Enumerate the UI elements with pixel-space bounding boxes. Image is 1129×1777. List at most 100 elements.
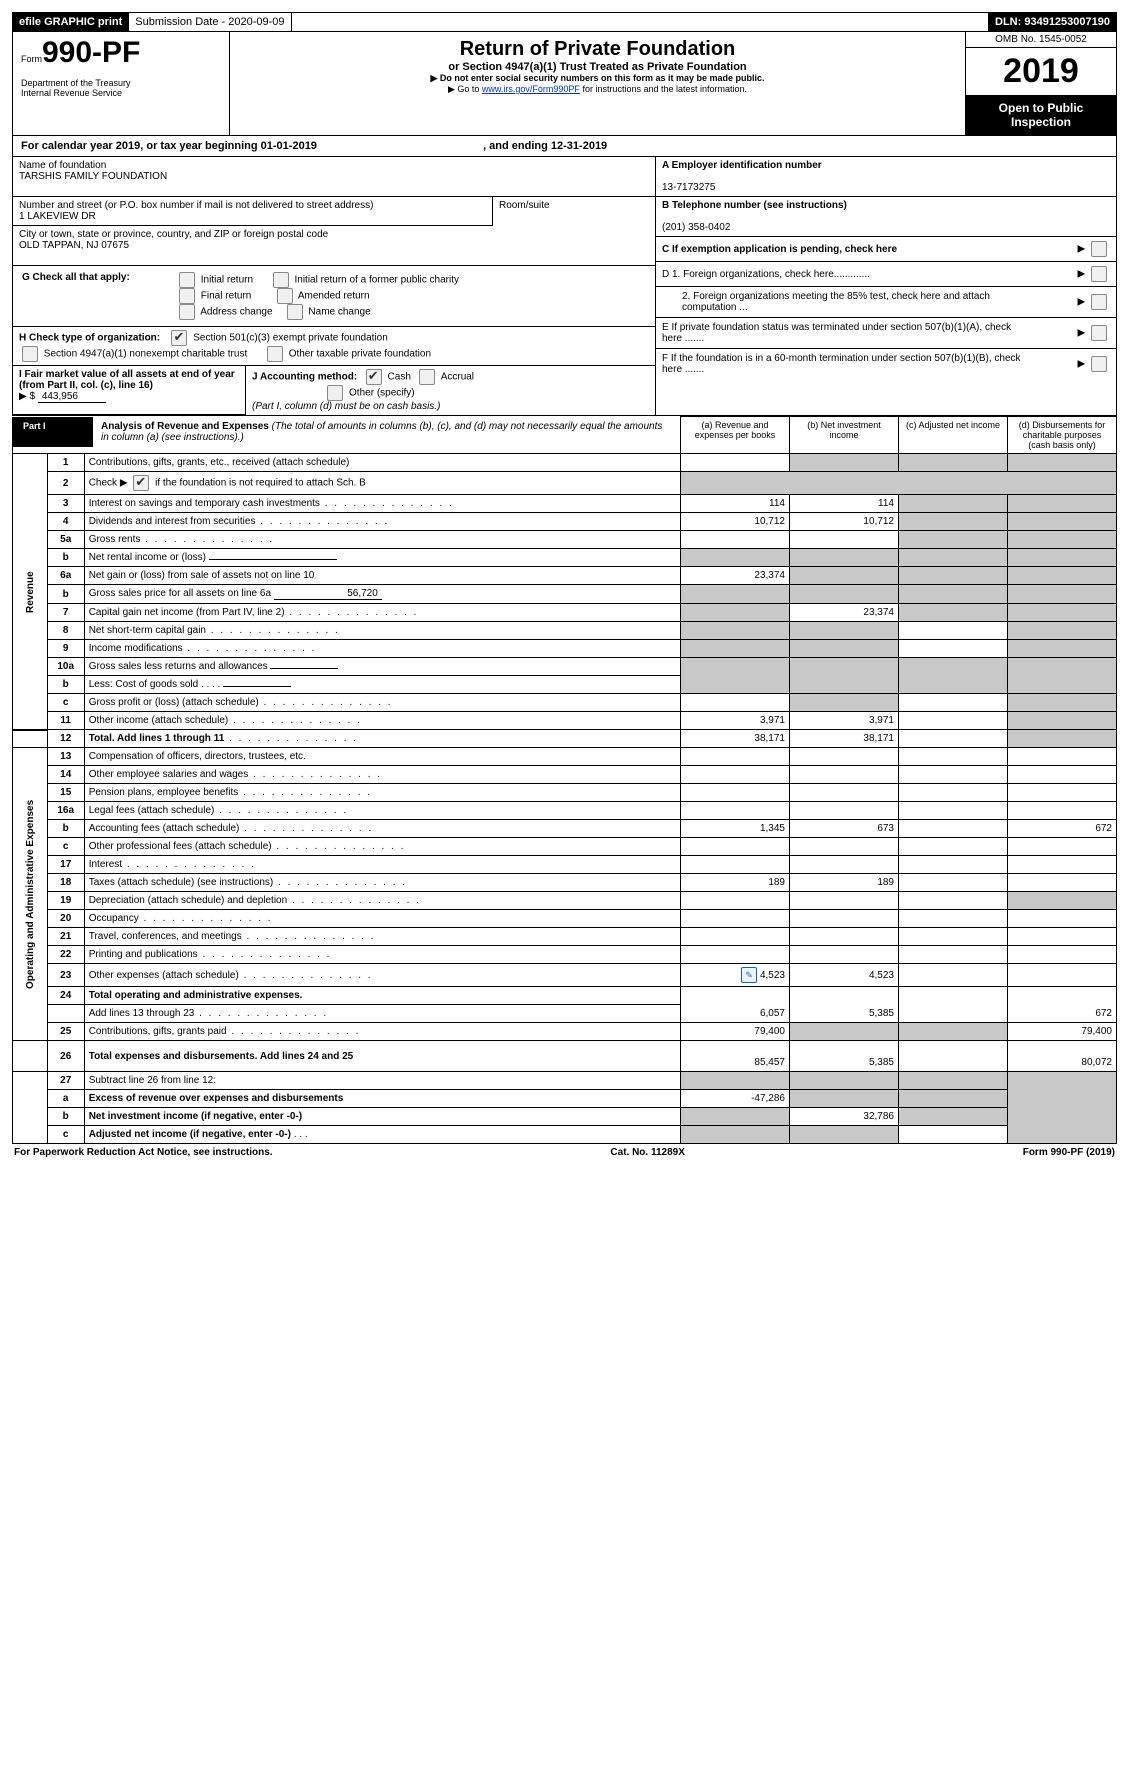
4947-checkbox[interactable] <box>22 346 38 362</box>
schb-checkbox[interactable] <box>133 475 149 491</box>
irs-label: Internal Revenue Service <box>21 88 221 98</box>
table-row: 5aGross rents <box>13 531 1117 549</box>
col-c-header: (c) Adjusted net income <box>899 417 1008 454</box>
col-a-header: (a) Revenue and expenses per books <box>681 417 790 454</box>
h-check-row: H Check type of organization: Section 50… <box>13 327 655 366</box>
form-prefix: Form <box>21 54 42 64</box>
table-row: 21Travel, conferences, and meetings <box>13 928 1117 946</box>
table-row: 17Interest <box>13 856 1117 874</box>
table-row: 4Dividends and interest from securities … <box>13 513 1117 531</box>
table-row: bAccounting fees (attach schedule)1,3456… <box>13 820 1117 838</box>
table-row: 23Other expenses (attach schedule)✎ 4,52… <box>13 964 1117 987</box>
col-b-header: (b) Net investment income <box>790 417 899 454</box>
d1-checkbox[interactable] <box>1091 266 1107 282</box>
table-row: Revenue 1 Contributions, gifts, grants, … <box>13 454 1117 472</box>
table-row: Operating and Administrative Expenses 13… <box>13 748 1117 766</box>
calendar-year-row: For calendar year 2019, or tax year begi… <box>12 136 1117 157</box>
table-row: 7Capital gain net income (from Part IV, … <box>13 604 1117 622</box>
omb-number: OMB No. 1545-0052 <box>966 32 1116 48</box>
city-value: OLD TAPPAN, NJ 07675 <box>19 240 649 251</box>
address-value: 1 LAKEVIEW DR <box>19 211 486 222</box>
e-checkbox[interactable] <box>1091 325 1107 341</box>
i-fmv-cell: I Fair market value of all assets at end… <box>13 366 246 415</box>
fmv-value: 443,956 <box>38 391 106 403</box>
other-method-checkbox[interactable] <box>327 385 343 401</box>
form-title: Return of Private Foundation <box>236 38 959 61</box>
part1-tag: Part I <box>13 417 93 447</box>
dept-label: Department of the Treasury <box>21 78 221 88</box>
room-label: Room/suite <box>499 200 649 211</box>
open-to-public: Open to Public Inspection <box>966 95 1116 135</box>
d1-label: D 1. Foreign organizations, check here..… <box>662 269 870 280</box>
cash-checkbox[interactable] <box>366 369 382 385</box>
501c3-checkbox[interactable] <box>171 330 187 346</box>
table-row: 16aLegal fees (attach schedule) <box>13 802 1117 820</box>
j-accounting-cell: J Accounting method: Cash Accrual Other … <box>246 366 655 415</box>
d2-checkbox[interactable] <box>1091 294 1107 310</box>
ssn-warning: Do not enter social security numbers on … <box>236 73 959 84</box>
col-d-header: (d) Disbursements for charitable purpose… <box>1008 417 1117 454</box>
initial-return-checkbox[interactable] <box>179 272 195 288</box>
table-row: 25Contributions, gifts, grants paid79,40… <box>13 1023 1117 1041</box>
attachment-icon[interactable]: ✎ <box>741 967 757 983</box>
table-row: 26Total expenses and disbursements. Add … <box>13 1041 1117 1072</box>
submission-date: Submission Date - 2020-09-09 <box>129 13 291 31</box>
table-row: 8Net short-term capital gain <box>13 622 1117 640</box>
form-ref: Form 990-PF (2019) <box>1023 1147 1115 1158</box>
table-row: 22Printing and publications <box>13 946 1117 964</box>
table-row: 2 Check ▶ if the foundation is not requi… <box>13 472 1117 495</box>
phone-label: B Telephone number (see instructions) <box>662 200 847 211</box>
address-label: Number and street (or P.O. box number if… <box>19 200 486 211</box>
part1-table: Part I Analysis of Revenue and Expenses … <box>12 416 1117 1144</box>
address-change-checkbox[interactable] <box>179 304 195 320</box>
table-row: cAdjusted net income (if negative, enter… <box>13 1126 1117 1144</box>
ein-value: 13-7173275 <box>662 182 715 193</box>
accrual-checkbox[interactable] <box>419 369 435 385</box>
table-row: 24Total operating and administrative exp… <box>13 987 1117 1005</box>
revenue-section-label: Revenue <box>13 454 48 730</box>
final-return-checkbox[interactable] <box>179 288 195 304</box>
table-row: 20Occupancy <box>13 910 1117 928</box>
expenses-section-label: Operating and Administrative Expenses <box>13 748 48 1041</box>
table-row: 3Interest on savings and temporary cash … <box>13 495 1117 513</box>
name-change-checkbox[interactable] <box>287 304 303 320</box>
table-row: 9Income modifications <box>13 640 1117 658</box>
table-row: 18Taxes (attach schedule) (see instructi… <box>13 874 1117 892</box>
city-label: City or town, state or province, country… <box>19 229 649 240</box>
c-exemption-checkbox[interactable] <box>1091 241 1107 257</box>
instructions-link[interactable]: www.irs.gov/Form990PF <box>482 84 580 94</box>
table-row: 19Depreciation (attach schedule) and dep… <box>13 892 1117 910</box>
table-row: cOther professional fees (attach schedul… <box>13 838 1117 856</box>
g-check-row: G Check all that apply: Initial return I… <box>13 266 655 327</box>
part1-desc: Analysis of Revenue and Expenses (The to… <box>93 417 680 447</box>
table-row: 15Pension plans, employee benefits <box>13 784 1117 802</box>
topbar: efile GRAPHIC print Submission Date - 20… <box>12 12 1117 32</box>
f-label: F If the foundation is in a 60-month ter… <box>662 353 1022 375</box>
ein-label: A Employer identification number <box>662 160 822 171</box>
other-taxable-checkbox[interactable] <box>267 346 283 362</box>
page-footer: For Paperwork Reduction Act Notice, see … <box>12 1144 1117 1161</box>
form-number: 990-PF <box>42 36 140 69</box>
phone-value: (201) 358-0402 <box>662 222 730 233</box>
tax-year: 2019 <box>966 48 1116 95</box>
table-row: bGross sales price for all assets on lin… <box>13 585 1117 604</box>
form-subtitle: or Section 4947(a)(1) Trust Treated as P… <box>236 61 959 73</box>
table-row: 10aGross sales less returns and allowanc… <box>13 658 1117 676</box>
initial-return-former-checkbox[interactable] <box>273 272 289 288</box>
f-checkbox[interactable] <box>1091 356 1107 372</box>
form-header: Form990-PF Department of the Treasury In… <box>12 32 1117 136</box>
table-row: 14Other employee salaries and wages <box>13 766 1117 784</box>
goto-line: Go to www.irs.gov/Form990PF for instruct… <box>236 84 959 95</box>
e-label: E If private foundation status was termi… <box>662 322 1022 344</box>
identification-block: Name of foundation TARSHIS FAMILY FOUNDA… <box>12 157 1117 416</box>
table-row: 6aNet gain or (loss) from sale of assets… <box>13 567 1117 585</box>
table-row: 11Other income (attach schedule) 3,9713,… <box>13 712 1117 730</box>
foundation-name: TARSHIS FAMILY FOUNDATION <box>19 171 649 182</box>
name-label: Name of foundation <box>19 160 649 171</box>
table-row: 27Subtract line 26 from line 12: <box>13 1072 1117 1090</box>
cat-no: Cat. No. 11289X <box>610 1147 684 1158</box>
table-row: bNet investment income (if negative, ent… <box>13 1108 1117 1126</box>
amended-return-checkbox[interactable] <box>277 288 293 304</box>
efile-label: efile GRAPHIC print <box>13 13 129 31</box>
table-row: cGross profit or (loss) (attach schedule… <box>13 694 1117 712</box>
